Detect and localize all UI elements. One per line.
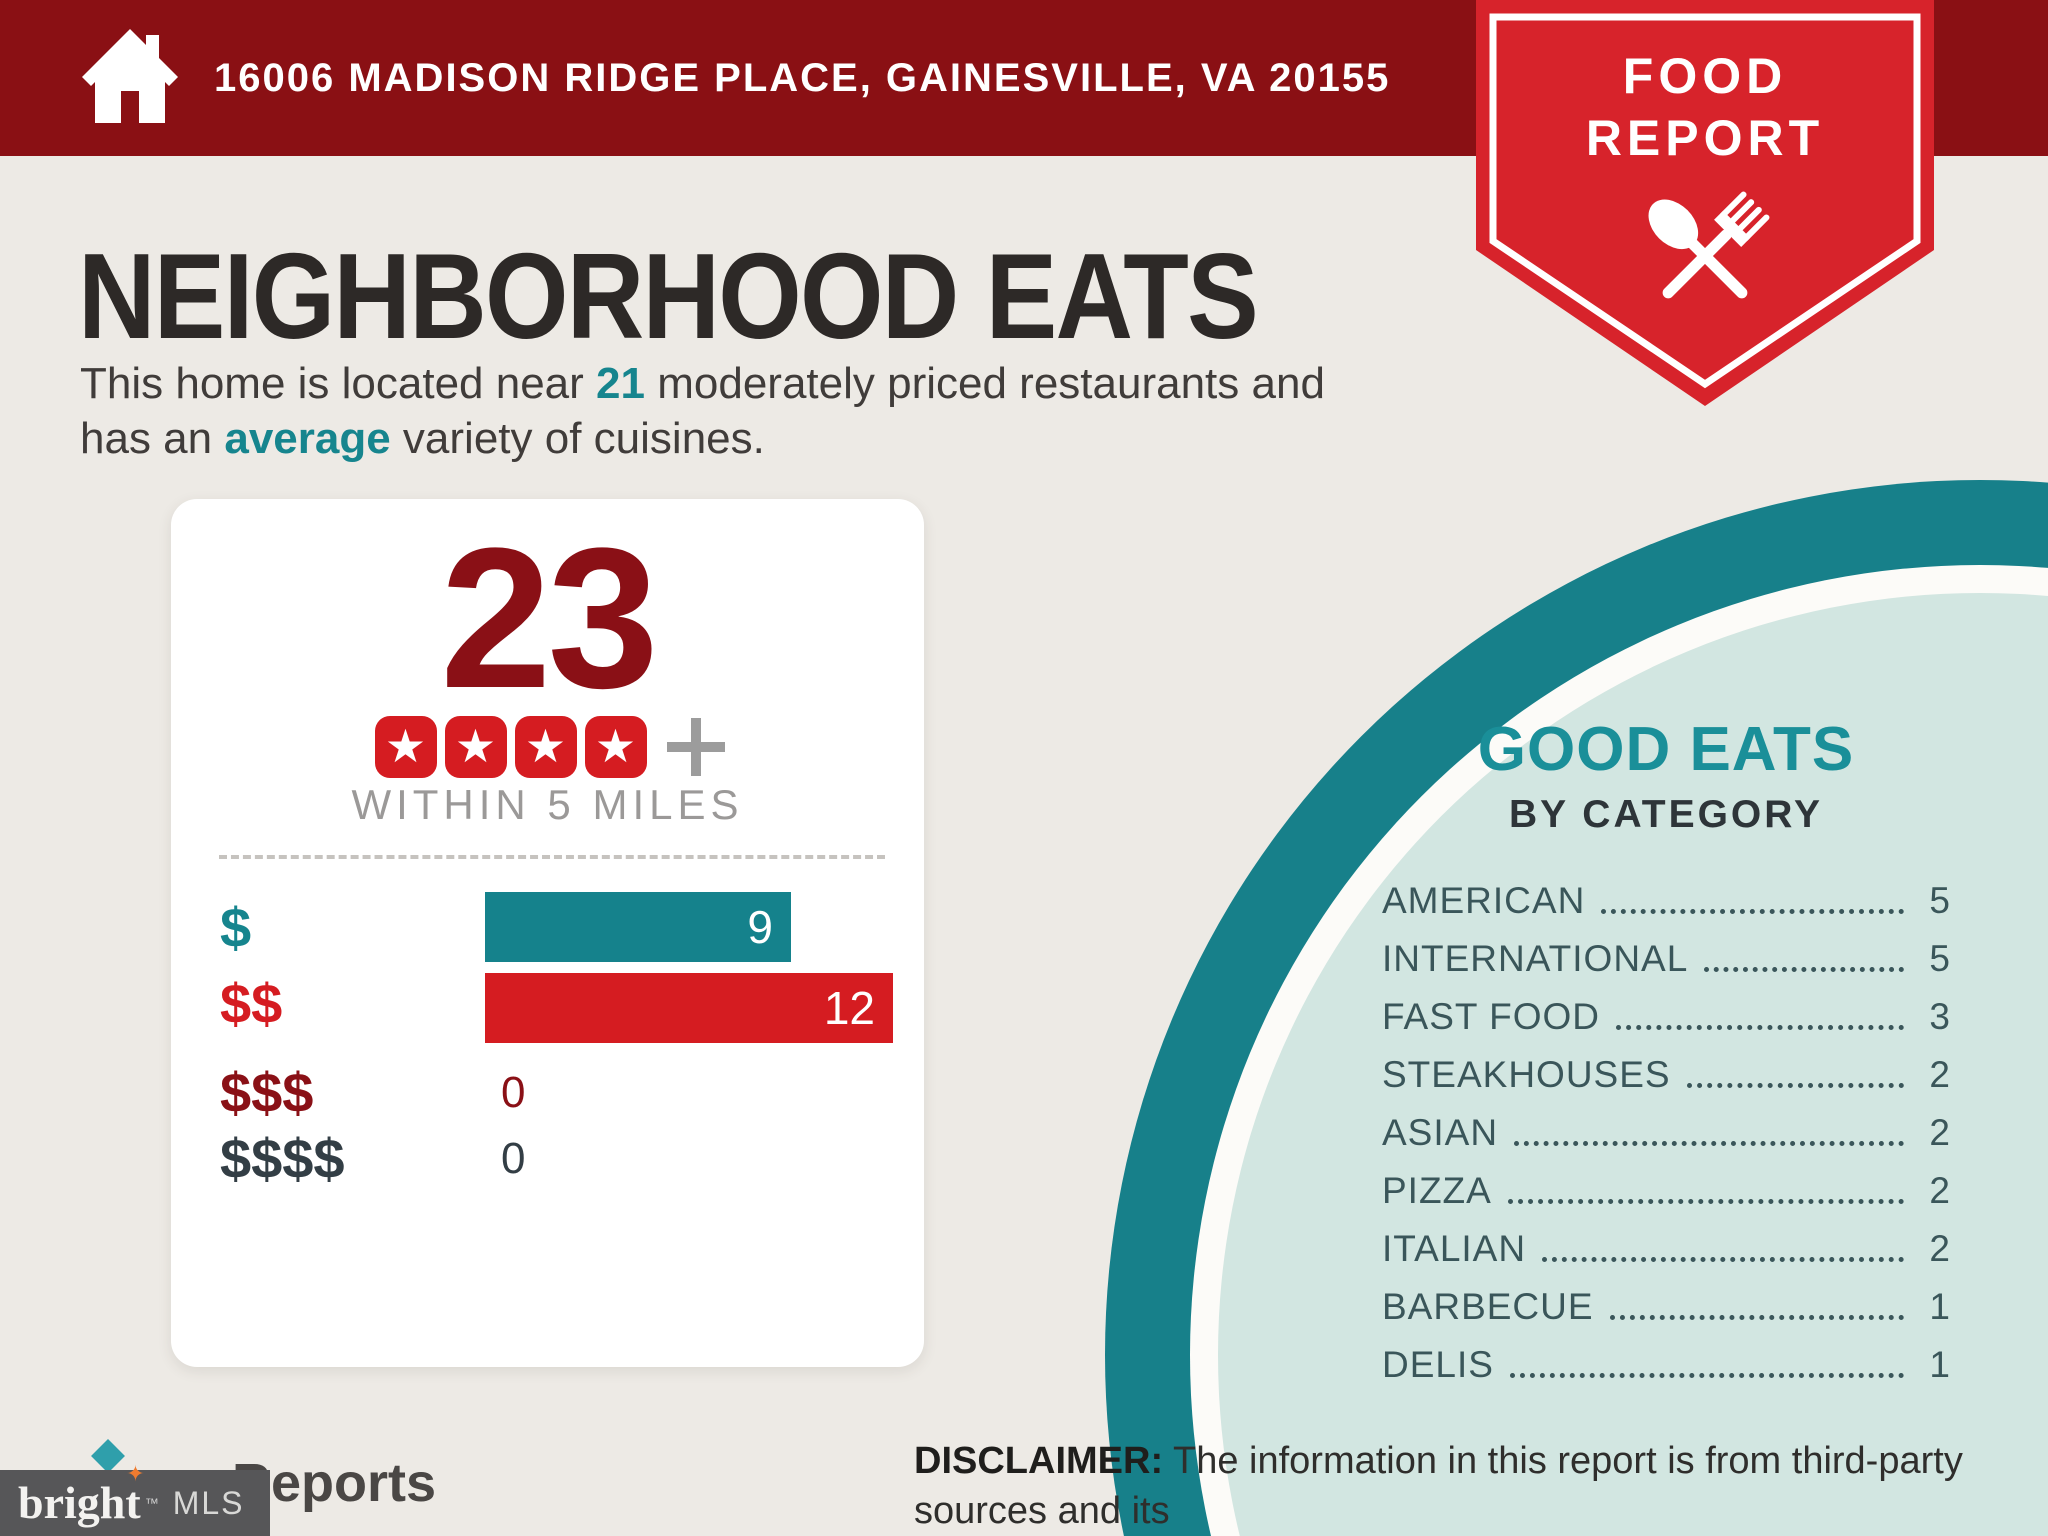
price-value-3: 0 [501, 1068, 526, 1117]
disclaimer-line1: DISCLAIMER: The information in this repo… [914, 1436, 2039, 1536]
intro-text: This home is located near 21 moderately … [80, 356, 1325, 466]
scope-label: WITHIN 5 MILES [351, 781, 744, 828]
category-label: PIZZA [1382, 1170, 1492, 1211]
price-bar-2-value: 12 [823, 982, 875, 1034]
dotted-leader [1542, 1256, 1904, 1262]
category-label: DELIS [1382, 1344, 1494, 1385]
category-label: AMERICAN [1382, 880, 1586, 921]
star-icon: ★ [514, 716, 577, 778]
bright-logo-text: bright [18, 1477, 141, 1528]
category-row: STEAKHOUSES 2 [1382, 1046, 1950, 1104]
intro-line2: has an average variety of cuisines. [80, 411, 1325, 466]
star-rating: ★ ★ ★ ★ [171, 716, 924, 778]
home-icon [82, 29, 178, 123]
category-row: INTERNATIONAL 5 [1382, 930, 1950, 988]
category-label: INTERNATIONAL [1382, 938, 1689, 979]
good-eats-panel: GOOD EATS BY CATEGORY AMERICAN 5 INTERNATI… [1382, 714, 1950, 1394]
category-label: ASIAN [1382, 1112, 1499, 1153]
price-bar-1-value: 9 [747, 901, 773, 953]
price-bar-1: 9 [485, 892, 791, 962]
category-list: AMERICAN 5 INTERNATIONAL 5 FAST FOOD 3 STEAKHO… [1382, 872, 1950, 1394]
category-value: 1 [1929, 1286, 1950, 1327]
dotted-leader [1609, 1314, 1904, 1320]
dotted-leader [1507, 1198, 1904, 1204]
variety-highlight: average [224, 414, 391, 463]
restaurant-count: 21 [596, 359, 645, 408]
dotted-leader [1616, 1024, 1904, 1030]
page-title: NEIGHBORHOOD EATS [78, 228, 1259, 364]
category-row: FAST FOOD 3 [1382, 988, 1950, 1046]
star-icon: ★ [444, 716, 507, 778]
category-row: DELIS 1 [1382, 1336, 1950, 1394]
intro-line2-post: variety of cuisines. [390, 414, 765, 463]
disclaimer-text1: The information in this report is from t… [914, 1440, 1963, 1532]
reports-logo-diamond-icon [91, 1439, 125, 1473]
price-bar-2: 12 [485, 973, 893, 1043]
category-label: FAST FOOD [1382, 996, 1601, 1037]
price-label-4: $$$$ [220, 1127, 345, 1190]
good-eats-subtitle: BY CATEGORY [1509, 793, 1823, 836]
dashed-divider [219, 855, 885, 859]
good-eats-title: GOOD EATS [1477, 715, 1855, 784]
intro-line1-pre: This home is located near [80, 359, 597, 408]
sparkle-icon: ✦ [126, 1462, 145, 1487]
star-icon: ★ [584, 716, 647, 778]
category-label: STEAKHOUSES [1382, 1054, 1671, 1095]
fork-icon [1662, 191, 1770, 299]
category-value: 3 [1929, 996, 1950, 1037]
category-value: 2 [1929, 1170, 1950, 1211]
category-row: BARBECUE 1 [1382, 1278, 1950, 1336]
price-label-3: $$$ [220, 1061, 314, 1124]
bright-logo: bright ✦ [18, 1464, 145, 1528]
category-value: 2 [1929, 1054, 1950, 1095]
badge-inner-border [1489, 13, 1921, 389]
category-value: 2 [1929, 1112, 1950, 1153]
dotted-leader [1601, 908, 1904, 914]
disclaimer: DISCLAIMER: The information in this repo… [914, 1436, 2039, 1536]
category-value: 2 [1929, 1228, 1950, 1269]
intro-line1: This home is located near 21 moderately … [80, 356, 1325, 411]
category-label: BARBECUE [1382, 1286, 1594, 1327]
total-restaurants: 23 [440, 507, 658, 730]
category-value: 5 [1929, 880, 1950, 921]
category-value: 5 [1929, 938, 1950, 979]
star-icon: ★ [374, 716, 437, 778]
category-row: ASIAN 2 [1382, 1104, 1950, 1162]
plus-icon [666, 718, 725, 776]
property-address: 16006 MADISON RIDGE PLACE, GAINESVILLE, … [214, 55, 1391, 100]
mls-label: MLS [172, 1484, 245, 1521]
dotted-leader [1704, 966, 1904, 972]
badge-line1: FOOD [1623, 48, 1787, 104]
price-label-1: $ [220, 896, 252, 959]
dotted-leader [1509, 1372, 1904, 1378]
summary-card: 23 ★ ★ ★ ★ WITHIN 5 MILES $ 9 $$ 12 $$$ 0 $… [171, 499, 924, 1367]
disclaimer-label: DISCLAIMER: [914, 1440, 1164, 1482]
category-label: ITALIAN [1382, 1228, 1527, 1269]
price-label-2: $$ [220, 972, 283, 1035]
intro-line2-pre: has an [80, 414, 225, 463]
dotted-leader [1686, 1082, 1904, 1088]
price-value-4: 0 [501, 1134, 526, 1183]
spoon-fork-icon [1648, 191, 1770, 299]
trademark-symbol: ™ [144, 1495, 159, 1511]
category-row: ITALIAN 2 [1382, 1220, 1950, 1278]
category-row: PIZZA 2 [1382, 1162, 1950, 1220]
food-report-badge: FOOD REPORT [1476, 0, 1934, 406]
category-value: 1 [1929, 1344, 1950, 1385]
category-row: AMERICAN 5 [1382, 872, 1950, 930]
badge-line2: REPORT [1586, 110, 1824, 166]
intro-line1-post: moderately priced restaurants and [645, 359, 1325, 408]
bright-mls-watermark: bright ✦ ™ MLS [0, 1464, 270, 1536]
dotted-leader [1514, 1140, 1904, 1146]
